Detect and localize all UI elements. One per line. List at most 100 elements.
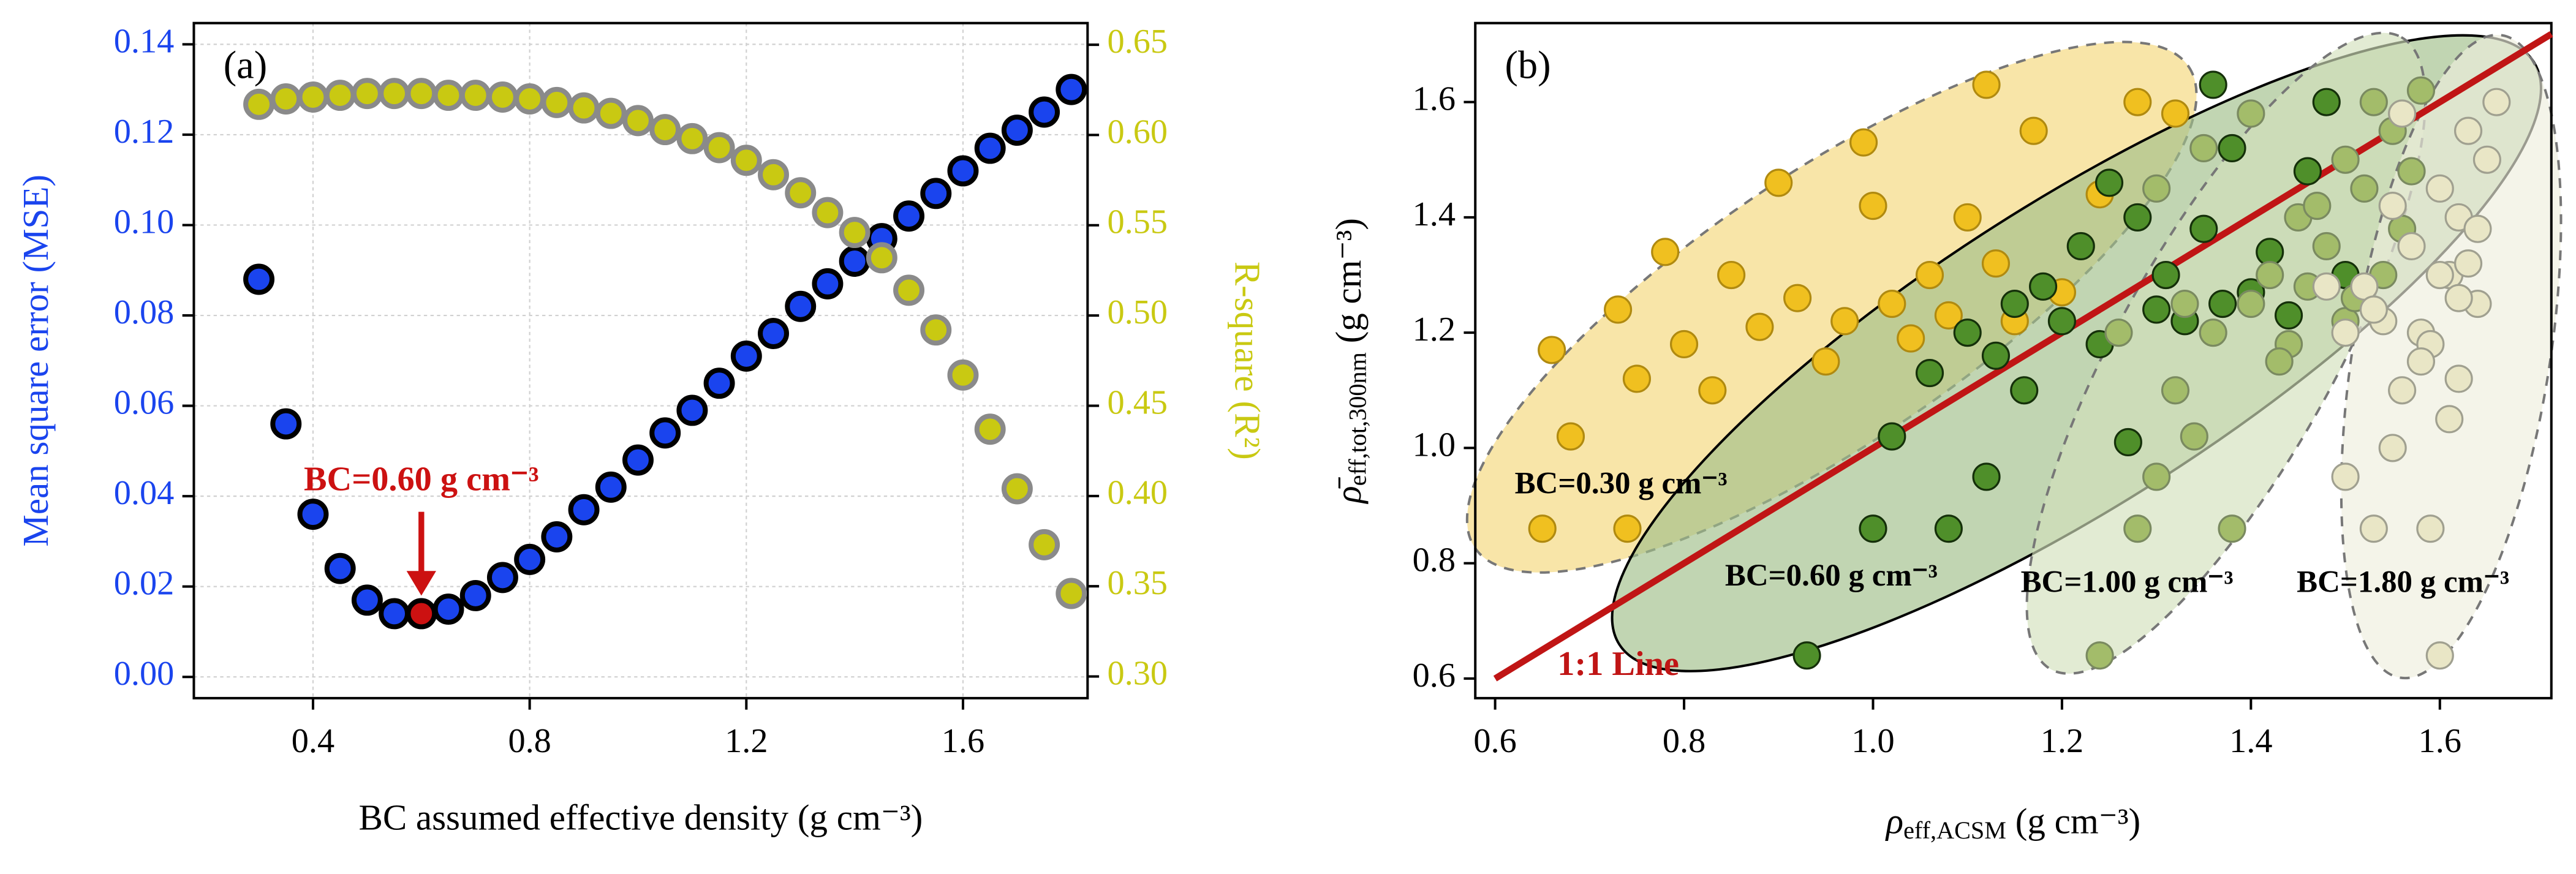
data-point <box>406 598 437 630</box>
data-point <box>893 274 925 306</box>
data-point <box>2142 295 2171 324</box>
data-point <box>2359 295 2388 324</box>
data-point <box>1029 529 1060 560</box>
y-tick-label: 0.12 <box>114 113 175 151</box>
data-point <box>351 78 383 110</box>
data-point <box>2425 174 2454 203</box>
data-point <box>2218 134 2246 163</box>
data-point <box>758 159 789 190</box>
data-point <box>947 155 979 187</box>
cluster-ellipse <box>2025 31 2427 675</box>
x-axis-symbol: ρ <box>1885 801 1903 841</box>
data-point <box>2425 641 2454 670</box>
data-point <box>2472 145 2501 174</box>
data-point <box>432 593 464 625</box>
data-point <box>324 552 356 584</box>
data-point <box>2161 376 2190 405</box>
data-point <box>2010 376 2039 405</box>
data-point <box>1849 128 1878 157</box>
data-point <box>351 584 383 616</box>
x-tick-label: 0.8 <box>1663 722 1705 760</box>
data-point <box>1811 347 1840 376</box>
data-point <box>2237 290 2265 318</box>
data-point <box>730 145 762 176</box>
data-point <box>2397 232 2426 261</box>
data-point <box>486 562 518 593</box>
data-point <box>2180 422 2208 451</box>
plot-frame <box>192 21 1089 699</box>
data-point <box>1001 115 1033 146</box>
data-point <box>622 105 654 137</box>
data-point <box>2312 232 2341 261</box>
data-point <box>1792 641 1821 670</box>
data-point <box>1001 473 1033 505</box>
data-point <box>2151 260 2180 290</box>
y-tick-label: 0.6 <box>1413 657 1456 695</box>
data-point <box>2019 116 2048 145</box>
x-axis-unit: (g cm⁻³) <box>2006 801 2140 841</box>
data-point <box>2066 232 2095 261</box>
data-point <box>947 359 979 391</box>
data-point <box>243 88 275 120</box>
data-point <box>1972 70 2001 99</box>
data-point <box>1604 295 1633 324</box>
x-tick-label: 0.4 <box>292 722 334 760</box>
data-point <box>2113 428 2142 457</box>
data-point <box>2359 514 2388 543</box>
data-point <box>1981 341 2011 370</box>
data-point <box>1934 514 1963 543</box>
y-tick-label: 1.4 <box>1413 195 1456 233</box>
data-point <box>2189 214 2218 243</box>
data-point <box>1783 284 1812 312</box>
data-point <box>2312 272 2341 301</box>
y-tick-label: 1.2 <box>1413 311 1456 348</box>
y2-tick-label: 0.65 <box>1108 23 1168 61</box>
y2-tick-label: 0.30 <box>1108 654 1168 692</box>
data-point <box>514 83 546 115</box>
y2-tick-label: 0.60 <box>1108 113 1168 151</box>
data-point <box>568 494 600 526</box>
data-point <box>1717 260 1746 290</box>
data-point <box>541 86 573 118</box>
data-point <box>2208 290 2237 318</box>
data-point <box>406 78 437 110</box>
data-point <box>2331 318 2360 347</box>
cluster-label: BC=1.80 g cm⁻³ <box>2297 565 2509 600</box>
data-point <box>324 80 356 111</box>
data-point <box>1056 578 1087 609</box>
data-point <box>1830 307 1859 336</box>
data-point <box>2161 99 2190 128</box>
data-point <box>2331 462 2360 491</box>
data-point <box>2094 168 2124 197</box>
annotation-arrowhead <box>406 571 436 596</box>
plot-frame <box>1474 21 2553 699</box>
data-point <box>2378 192 2407 220</box>
data-point <box>1953 318 1982 347</box>
data-point <box>1698 376 1727 405</box>
data-point <box>432 80 464 111</box>
data-point <box>2199 318 2227 347</box>
data-point <box>1897 324 1925 353</box>
data-point <box>974 132 1006 164</box>
x-tick-label: 1.6 <box>2419 722 2461 760</box>
data-point <box>1859 192 1887 220</box>
data-point <box>2388 376 2417 405</box>
annotation-text: BC=0.60 g cm⁻³ <box>304 460 539 498</box>
cluster-label: BC=1.00 g cm⁻³ <box>2021 565 2234 600</box>
data-point <box>2085 641 2114 670</box>
data-point <box>812 268 844 299</box>
x-tick-label: 1.2 <box>2041 722 2083 760</box>
x-tick-label: 1.2 <box>725 722 768 760</box>
reference-line-label: 1:1 Line <box>1557 645 1679 683</box>
data-point <box>1981 249 2011 278</box>
x-tick-label: 1.6 <box>942 722 984 760</box>
data-point <box>297 499 329 530</box>
data-point <box>2274 301 2303 330</box>
data-point <box>1953 203 1982 232</box>
y2-tick-label: 0.40 <box>1108 474 1168 512</box>
data-point <box>974 413 1006 445</box>
x-tick-label: 0.6 <box>1473 722 1516 760</box>
data-point <box>2047 307 2076 336</box>
data-point <box>2406 347 2436 376</box>
data-point <box>920 178 952 209</box>
